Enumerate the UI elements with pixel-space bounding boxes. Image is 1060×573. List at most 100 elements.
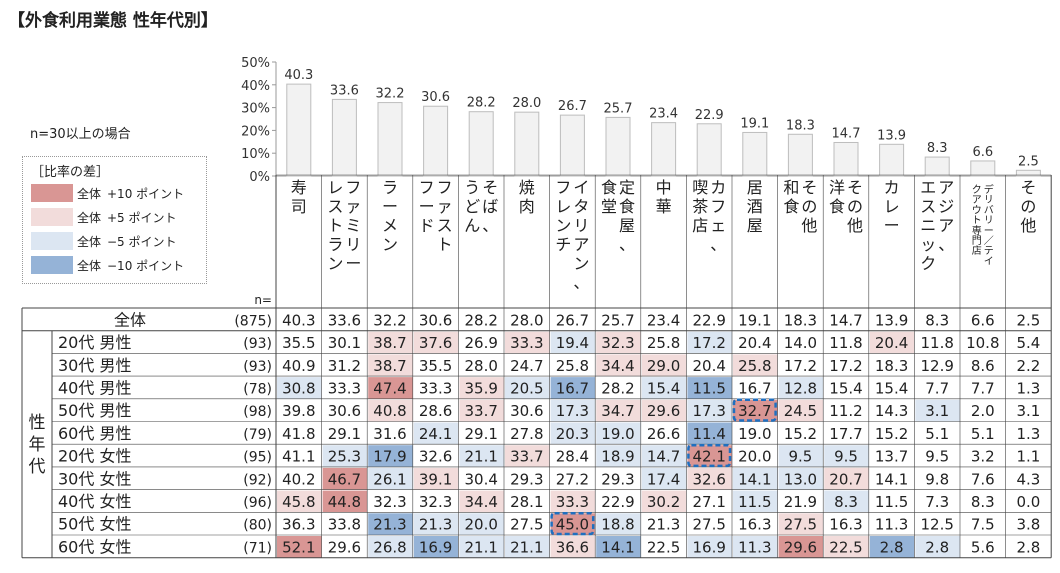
legend-item-minus10: 全体 −10 ポイント — [31, 256, 206, 276]
table-cell-value: 36.6 — [556, 538, 589, 556]
table-cell-value: 28.2 — [464, 311, 497, 329]
category-label-char: ー — [345, 254, 361, 273]
cell-shading — [459, 536, 504, 558]
cell-shading — [915, 399, 960, 422]
table-cell-value: 29.6 — [328, 538, 361, 556]
table-cell-value: 41.8 — [282, 425, 315, 443]
table-cell-value: 1.3 — [1016, 379, 1040, 397]
table-cell-value: 5.1 — [971, 425, 995, 443]
cell-shading — [368, 354, 413, 377]
cell-shading — [824, 536, 869, 558]
cell-shading — [505, 331, 550, 354]
cell-shading — [368, 377, 413, 399]
table-cell-value: 26.6 — [647, 425, 680, 443]
row-label: 50代 男性 — [58, 401, 131, 420]
row-label: 30代 女性 — [58, 469, 131, 488]
category-label-char: フ — [419, 178, 435, 197]
category-label-char: リ — [573, 216, 589, 235]
cell-shading — [778, 513, 824, 535]
sample-size-value: (96) — [243, 495, 272, 511]
category-label-char: 店 — [972, 244, 982, 257]
table-cell-value: 28.6 — [419, 402, 452, 420]
sample-size-value: (79) — [243, 427, 272, 443]
category-label-char: 居 — [747, 178, 763, 197]
cell-shading — [413, 422, 459, 445]
table-cell-value: 20.7 — [829, 470, 862, 488]
table-cell-value: 9.8 — [925, 470, 949, 488]
cell-shading — [824, 445, 869, 467]
legend-total-label: 全体 — [77, 259, 102, 273]
category-label-char: ン — [382, 235, 398, 254]
category-label-char: レ — [327, 178, 343, 197]
category-label-char: リ — [984, 195, 994, 206]
table-cell-value: 16.7 — [556, 379, 589, 397]
table-cell-value: 47.4 — [373, 379, 406, 397]
table-cell-value: 16.3 — [738, 516, 771, 534]
cell-shading — [277, 377, 322, 399]
table-cell-value: 27.5 — [510, 516, 543, 534]
table-cell-value: 22.9 — [692, 311, 725, 329]
category-label-char: ク — [920, 254, 936, 273]
bar — [423, 105, 449, 177]
y-tick-label: 0% — [249, 170, 270, 185]
table-cell-value: 15.2 — [875, 425, 908, 443]
table-cell-value: 35.5 — [282, 334, 315, 352]
category-label-char: 和 — [783, 178, 799, 197]
category-label-char: ッ — [920, 235, 936, 254]
category-label-char: 、 — [573, 273, 589, 292]
bar — [468, 111, 494, 177]
table-cell-value: 29.6 — [647, 402, 680, 420]
category-label-char: 、 — [938, 235, 954, 254]
table-cell-value: 14.1 — [875, 470, 908, 488]
category-label-char: 食 — [829, 197, 845, 216]
legend-swatch-minus5 — [31, 232, 73, 250]
sample-size-value: (875) — [234, 313, 272, 329]
sample-size-value: (98) — [243, 404, 272, 420]
table-cell-value: 11.5 — [692, 379, 725, 397]
table-cell-value: 29.1 — [464, 425, 497, 443]
category-label-char: ミ — [345, 216, 361, 235]
table-cell-value: 27.1 — [692, 493, 725, 511]
table-cell-value: 19.4 — [556, 334, 589, 352]
group-label-char: 代 — [29, 457, 46, 477]
table-cell-value: 20.0 — [738, 448, 771, 466]
table-cell-value: 17.9 — [373, 448, 406, 466]
category-label-char: ン — [555, 216, 571, 235]
cell-shading — [277, 490, 322, 513]
table-cell-value: 2.0 — [971, 402, 995, 420]
table-cell-value: 28.2 — [601, 379, 634, 397]
table-cell-value: 19.0 — [738, 425, 771, 443]
table-cell-value: 15.4 — [875, 379, 908, 397]
category-label-char: チ — [555, 235, 571, 254]
cell-shading — [596, 422, 641, 445]
row-label: 50代 女性 — [58, 515, 131, 534]
table-cell-value: 17.4 — [647, 470, 680, 488]
category-label-char: ト — [327, 216, 343, 235]
category-label-char: そ — [847, 178, 863, 197]
legend-value-label: −10 ポイント — [107, 259, 185, 273]
table-cell-value: 13.7 — [875, 448, 908, 466]
group-label-char: 年 — [29, 435, 46, 455]
cell-shading — [596, 513, 641, 535]
table-cell-value: 22.5 — [647, 538, 680, 556]
category-label-char: リ — [345, 235, 361, 254]
table-cell-value: 25.8 — [738, 357, 771, 375]
category-label-char: フ — [345, 178, 361, 197]
cell-shading — [687, 399, 732, 422]
cell-shading — [596, 536, 641, 558]
bar-value-label: 28.2 — [467, 96, 496, 111]
table-cell-value: 9.5 — [834, 448, 858, 466]
row-label: 30代 男性 — [58, 356, 131, 375]
table-cell-value: 28.0 — [464, 357, 497, 375]
table-cell-value: 42.1 — [692, 448, 725, 466]
bar — [514, 111, 540, 177]
table-cell-value: 6.6 — [971, 311, 995, 329]
table-cell-value: 20.0 — [464, 516, 497, 534]
table-cell-value: 33.7 — [510, 448, 543, 466]
table-cell-value: 17.2 — [784, 357, 817, 375]
table-cell-value: 26.7 — [556, 311, 589, 329]
table-cell-value: 41.1 — [282, 448, 315, 466]
category-label-char: ァ — [437, 197, 453, 216]
table-cell-value: 33.3 — [419, 379, 452, 397]
table-cell-value: 1.3 — [1016, 425, 1040, 443]
